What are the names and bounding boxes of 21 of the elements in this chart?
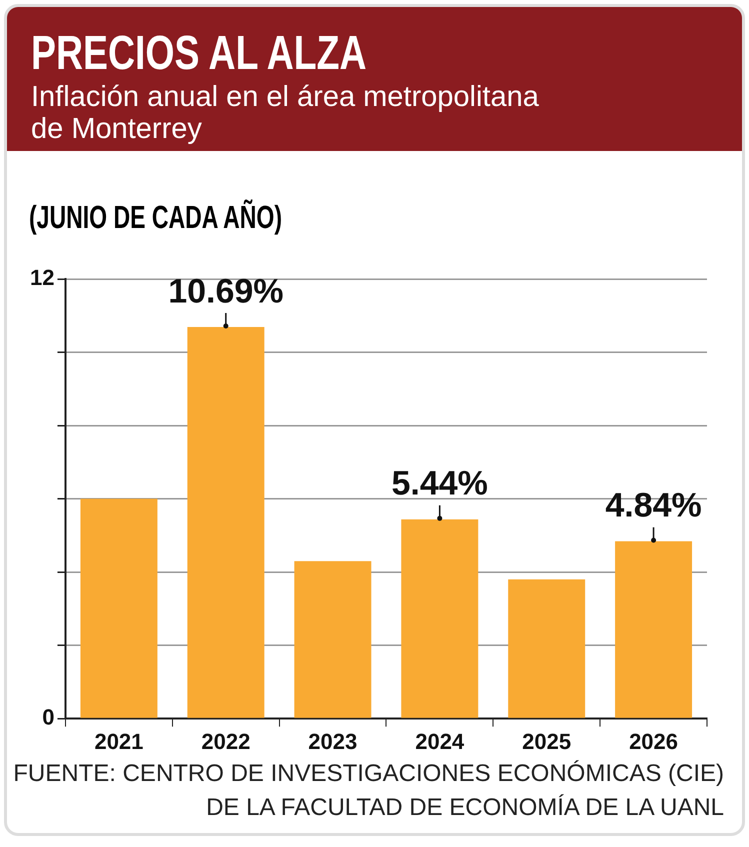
- y-axis-title: (JUNIO DE CADA AÑO): [29, 199, 282, 236]
- y-tick-label: 12: [30, 265, 54, 290]
- x-tick-label: 2024: [415, 728, 465, 754]
- bar: [615, 541, 692, 718]
- data-label: 5.44%: [391, 464, 488, 503]
- bar: [401, 519, 478, 718]
- chart-subtitle: Inflación anual en el área metropolitana de Monterrey: [31, 81, 540, 145]
- y-tick-label: 0: [42, 704, 54, 730]
- source-note: FUENTE: CENTRO DE INVESTIGACIONES ECONÓMICAS (CIE) DE LA FACULTAD DE ECONOMÍA DE LA UANL: [12, 759, 725, 823]
- bar: [294, 561, 372, 718]
- bar: [80, 498, 158, 718]
- chart-title: PRECIOS AL ALZA: [31, 27, 368, 80]
- x-tick-label: 2023: [308, 728, 358, 754]
- bar: [187, 326, 264, 718]
- x-tick-label: 2025: [522, 728, 572, 754]
- data-label: 4.84%: [605, 486, 702, 525]
- x-tick-label: 2021: [94, 728, 144, 754]
- x-tick-label: 2026: [629, 728, 678, 754]
- bar: [508, 579, 586, 718]
- data-label: 10.69%: [168, 272, 284, 310]
- x-tick-label: 2022: [201, 728, 250, 754]
